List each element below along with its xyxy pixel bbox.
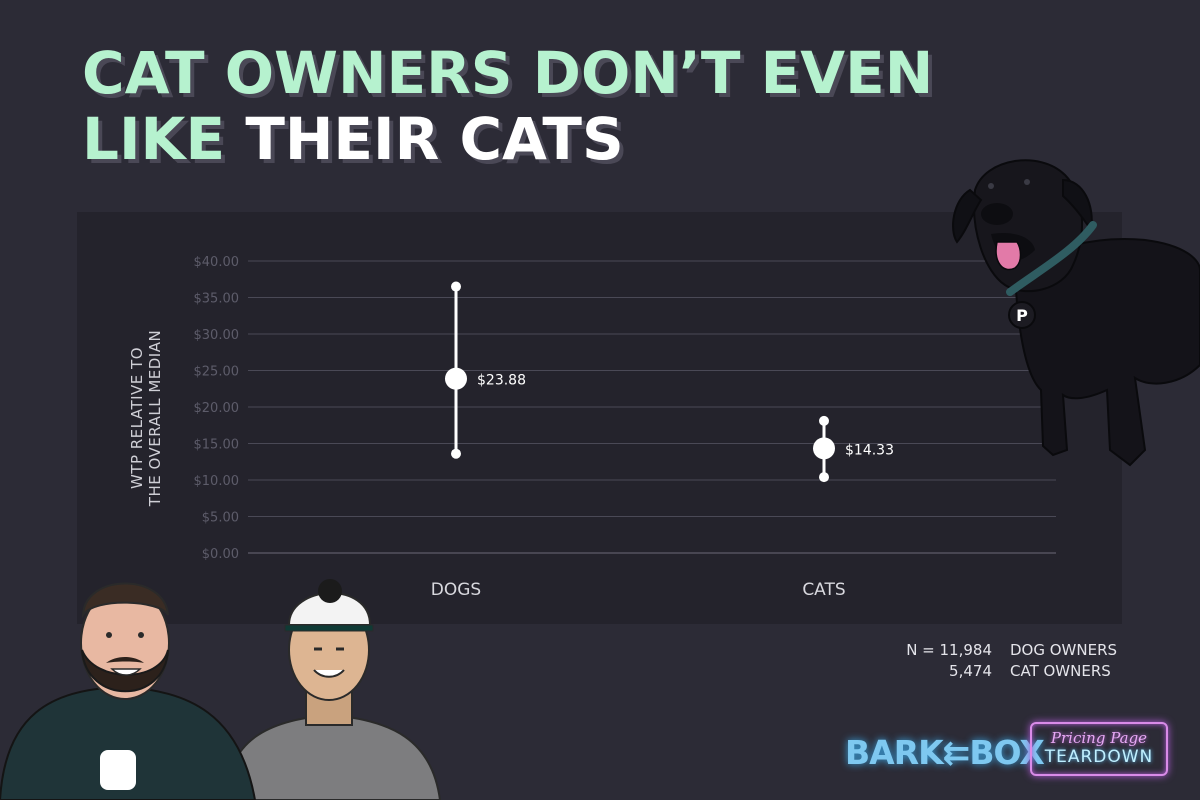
y-tick-label: $5.00 xyxy=(202,511,239,526)
range-high-point xyxy=(451,281,461,292)
data-label: $14.33 xyxy=(845,442,894,458)
sample-row-cats: 5,474 CAT OWNERS xyxy=(900,661,1122,682)
range-low-point xyxy=(451,448,461,459)
dog-illustration: P xyxy=(952,159,1200,467)
title-rest-1: DON’T EVEN xyxy=(532,39,934,107)
y-tick-label: $15.00 xyxy=(194,438,240,453)
range-low-point xyxy=(819,472,829,483)
chart-panel xyxy=(77,212,1122,624)
teardown-logo-script: Pricing Page xyxy=(1050,729,1148,747)
y-axis-label-line-1: WTP RELATIVE TO xyxy=(128,346,146,490)
y-tick-label: $0.00 xyxy=(202,547,239,562)
data-label: $23.88 xyxy=(477,373,526,389)
sample-dogs-label: DOG OWNERS xyxy=(1010,641,1118,659)
sample-row-dogs: N = 11,984 DOG OWNERS xyxy=(900,640,1122,661)
sample-dogs-count: N = 11,984 xyxy=(906,641,992,659)
sample-size-note: N = 11,984 DOG OWNERS 5,474 CAT OWNERS xyxy=(900,640,1122,682)
y-tick-label: $10.00 xyxy=(194,474,240,489)
y-tick-label: $30.00 xyxy=(194,328,240,343)
sample-cats-label: CAT OWNERS xyxy=(1010,662,1111,680)
range-high-point xyxy=(819,415,829,426)
title-line-1: CAT OWNERS DON’T EVEN xyxy=(82,40,933,106)
title-mint-2: LIKE xyxy=(82,105,226,173)
y-axis-label-line-2: THE OVERALL MEDIAN xyxy=(146,329,164,507)
teardown-logo-main: TEARDOWN xyxy=(1044,747,1154,767)
pricing-page-teardown-logo: Pricing Page TEARDOWN xyxy=(1030,722,1168,776)
sample-cats-count: 5,474 xyxy=(949,662,992,680)
x-category-label: DOGS xyxy=(431,580,481,600)
chart-title: CAT OWNERS DON’T EVEN LIKE THEIR CATS xyxy=(82,40,933,172)
title-line-2: LIKE THEIR CATS xyxy=(82,106,933,172)
median-point xyxy=(445,367,467,390)
y-tick-label: $20.00 xyxy=(194,401,240,416)
dog-tag-letter: P xyxy=(1016,306,1028,325)
y-tick-label: $35.00 xyxy=(194,292,240,307)
y-tick-label: $25.00 xyxy=(194,365,240,380)
y-tick-label: $40.00 xyxy=(194,255,240,270)
x-category-label: CATS xyxy=(802,580,845,600)
title-mint-1: CAT OWNERS xyxy=(82,39,513,107)
hosts-illustration xyxy=(0,579,442,800)
barkbox-logo: BARK⇇BOX xyxy=(845,733,1045,772)
median-point xyxy=(813,437,835,460)
y-axis-label: WTP RELATIVE TO THE OVERALL MEDIAN xyxy=(128,330,164,506)
title-white-2: THEIR CATS xyxy=(245,105,624,173)
